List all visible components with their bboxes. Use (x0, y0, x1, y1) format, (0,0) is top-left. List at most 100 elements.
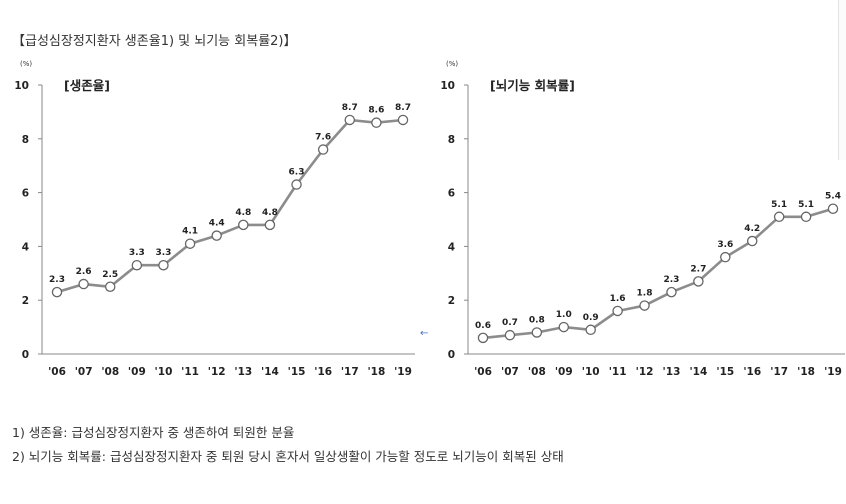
chart2-data-label: 1.8 (637, 289, 653, 299)
chart2-data-label: 2.7 (690, 264, 706, 274)
chart2-data-point (504, 329, 516, 341)
chart1-x-tick-label: '18 (367, 366, 385, 378)
chart2-y-tick-label: 2 (448, 295, 455, 307)
chart2-data-point (746, 235, 758, 247)
footnote-survival: 1) 생존율: 급성심장정지환자 중 생존하여 퇴원한 분율 (12, 425, 295, 440)
footnote-brain-recovery: 2) 뇌기능 회복률: 급성심장정지환자 중 퇴원 당시 혼자서 일상생활이 가… (12, 449, 564, 464)
chart1-data-label: 4.1 (182, 227, 198, 237)
chart2-data-label: 5.1 (798, 200, 814, 210)
chart1-x-tick-label: '16 (314, 366, 332, 378)
chart1-x-tick-label: '06 (48, 366, 66, 378)
chart1-data-point (78, 278, 89, 290)
chart1-data-label: 8.7 (395, 103, 411, 113)
chart2-x-tick-label: '18 (797, 366, 815, 378)
chart1-x-tick-label: '12 (208, 366, 226, 378)
chart2-x-tick-label: '16 (743, 366, 761, 378)
chart2-y-tick-label: 4 (448, 241, 455, 253)
chart1-title: [생존율] (64, 78, 110, 93)
chart2-x-tick-label: '09 (555, 366, 573, 378)
chart1-x-tick-label: '10 (155, 366, 173, 378)
chart2-data-point (612, 305, 623, 317)
chart1-data-label: 3.3 (129, 248, 145, 258)
chart1-x-tick-label: '08 (101, 366, 119, 378)
chart2-data-label: 0.7 (502, 318, 518, 328)
chart1-data-point (211, 230, 222, 241)
chart1-x-tick-label: '15 (288, 366, 306, 378)
chart2-data-label: 0.8 (529, 315, 545, 325)
chart1-data-label: 4.4 (209, 219, 225, 229)
chart1-data-point (158, 259, 169, 271)
chart1-data-point (264, 219, 276, 231)
chart2-data-point (585, 324, 596, 336)
figure-title: 【급성심장정지환자 생존율1) 및 뇌기능 회복률2)】 (12, 34, 297, 49)
chart1-x-tick-label: '17 (341, 366, 359, 378)
chart1-x-tick-label: '07 (75, 366, 93, 378)
chart1-data-point (344, 114, 356, 126)
chart1-x-tick-label: '09 (128, 366, 146, 378)
chart1-data-label: 3.3 (155, 248, 171, 258)
chart1-data-label: 6.3 (289, 168, 305, 178)
chart1-data-label: 2.5 (102, 270, 118, 280)
chart2-data-label: 1.0 (556, 310, 572, 320)
chart2-x-tick-label: '06 (474, 366, 492, 378)
chart2-data-label: 4.2 (744, 224, 760, 234)
chart2-data-label: 0.6 (475, 321, 491, 331)
chart2-x-tick-label: '14 (689, 366, 707, 378)
chart2-y-tick-label: 0 (448, 349, 455, 361)
chart2-data-point (477, 332, 489, 344)
arrow-icon: ← (420, 328, 429, 339)
chart2-data-label: 0.9 (583, 313, 599, 323)
chart1-data-point (184, 238, 196, 249)
chart2-y-tick-label: 6 (448, 188, 455, 200)
chart1-data-label: 8.7 (342, 103, 358, 113)
chart2-x-tick-label: '12 (636, 366, 654, 378)
chart2-data-point (639, 300, 650, 311)
chart1-data-point (397, 114, 409, 126)
chart1-y-tick-label: 0 (22, 349, 29, 361)
chart2-data-point (720, 251, 731, 263)
chart1-data-label: 8.6 (368, 106, 384, 116)
chart1-data-label: 7.6 (315, 133, 331, 143)
chart1-data-point (104, 281, 116, 292)
chart1-data-label: 2.3 (49, 275, 65, 285)
chart2-data-point (666, 286, 677, 298)
chart2-x-tick-label: '10 (582, 366, 600, 378)
chart1-data-label: 4.8 (262, 208, 278, 218)
chart1-data-label: 4.8 (235, 208, 251, 218)
chart2-data-label: 3.6 (717, 240, 733, 250)
chart2-x-tick-label: '17 (770, 366, 788, 378)
chart1-data-point (131, 259, 143, 271)
chart2-data-label: 5.1 (771, 200, 787, 210)
chart1-data-point (371, 117, 382, 128)
chart2-data-point (773, 211, 785, 223)
chart2-x-tick-label: '13 (663, 366, 681, 378)
chart2-data-point (827, 203, 839, 214)
chart1-x-tick-label: '14 (261, 366, 279, 378)
chart2-data-point (800, 211, 812, 223)
side-scrollbar[interactable] (838, 0, 846, 160)
chart1-data-point (317, 144, 329, 155)
chart2-y-tick-label: 10 (440, 80, 455, 92)
chart2-x-tick-label: '07 (501, 366, 519, 378)
chart1-x-tick-label: '19 (394, 366, 412, 378)
chart2-x-tick-label: '11 (609, 366, 627, 378)
chart1-y-tick-label: 4 (22, 241, 29, 253)
chart1-unit-label: (%) (20, 60, 32, 68)
chart2-x-tick-label: '19 (824, 366, 842, 378)
chart1-y-tick-label: 8 (22, 134, 29, 146)
chart1-y-tick-label: 2 (22, 295, 29, 307)
chart1-data-point (238, 219, 249, 231)
chart2-data-label: 1.6 (610, 294, 626, 304)
chart1-data-point (51, 286, 63, 298)
chart1-x-tick-label: '11 (181, 366, 199, 378)
chart2-data-point (531, 327, 543, 338)
chart2-data-point (693, 276, 704, 287)
chart2-unit-label: (%) (446, 60, 458, 68)
chart1-y-tick-label: 10 (14, 80, 29, 92)
chart2-y-tick-label: 8 (448, 134, 455, 146)
chart2-x-tick-label: '15 (716, 366, 734, 378)
chart1-series-line (56, 118, 404, 294)
chart1-x-tick-label: '13 (234, 366, 252, 378)
chart1-data-point (291, 179, 302, 190)
